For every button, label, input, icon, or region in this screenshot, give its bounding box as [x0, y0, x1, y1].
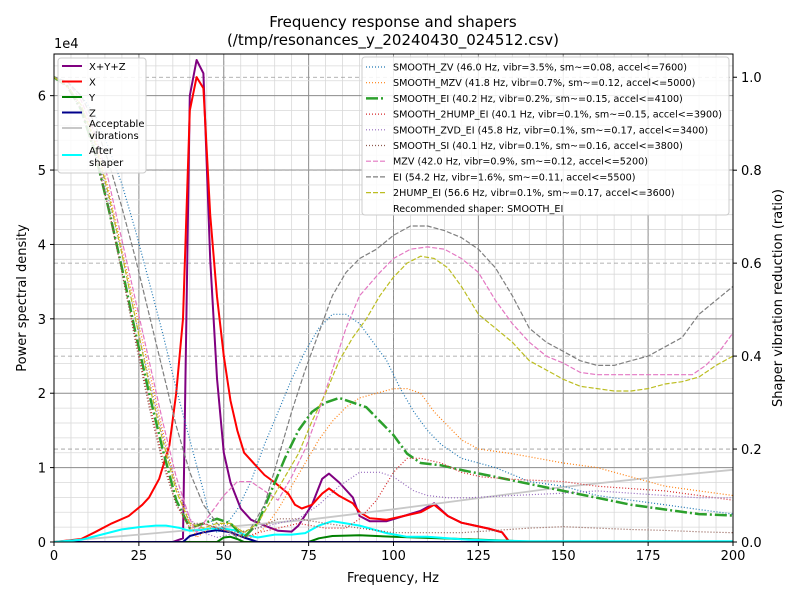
shaper-line: [54, 76, 733, 534]
legend-label: SMOOTH_2HUMP_EI (40.1 Hz, vibr=0.1%, sm~…: [393, 110, 722, 121]
legend-label: After: [89, 146, 114, 157]
x-tick-label: 200: [721, 549, 746, 564]
shaper-line: [54, 76, 733, 534]
y-tick-label: 5: [38, 164, 46, 179]
legend-label: SMOOTH_ZV (46.0 Hz, vibr=3.5%, sm~=0.08,…: [393, 63, 687, 74]
y-tick-label: 6: [38, 90, 46, 105]
x-tick-label: 175: [636, 549, 661, 564]
legend-label: Acceptable: [89, 119, 145, 130]
x-tick-label: 25: [131, 549, 148, 564]
shaper-line: [54, 76, 733, 534]
y2-tick-label: 0.8: [741, 164, 762, 179]
legend-psd-box: [57, 57, 147, 174]
legend-label: EI (54.2 Hz, vibr=1.6%, sm~=0.11, accel<…: [393, 172, 635, 183]
x-tick-label: 100: [381, 549, 406, 564]
legend-label: SMOOTH_SI (40.1 Hz, vibr=0.1%, sm~=0.16,…: [393, 141, 683, 152]
legend-label: X+Y+Z: [89, 62, 126, 73]
legend-label: Y: [88, 93, 96, 104]
y2-tick-label: 0.2: [741, 443, 762, 458]
legend-label: Z: [89, 109, 96, 120]
legend-label-cont: shaper: [89, 158, 124, 169]
shaper-curves: [54, 76, 733, 539]
legend-label: X: [89, 78, 96, 89]
y2-tick-label: 0.4: [741, 350, 762, 365]
psd-line: [54, 520, 733, 542]
legend-label: SMOOTH_EI (40.2 Hz, vibr=0.2%, sm~=0.15,…: [393, 94, 683, 105]
legend-label: 2HUMP_EI (56.6 Hz, vibr=0.1%, sm~=0.17, …: [393, 188, 675, 199]
x-tick-label: 50: [215, 549, 232, 564]
y2-tick-label: 1.0: [741, 71, 762, 86]
chart-title: Frequency response and shapers: [269, 13, 517, 31]
x-tick-label: 150: [551, 549, 576, 564]
psd-line: [54, 529, 733, 542]
legend-label: MZV (42.0 Hz, vibr=0.9%, sm~=0.12, accel…: [393, 157, 648, 168]
x-tick-label: 75: [300, 549, 317, 564]
y-axis-label: Power spectral density: [15, 224, 30, 372]
y-tick-label: 2: [38, 387, 46, 402]
shaper-line: [54, 76, 733, 538]
x-axis-ticks: 0 25 50 75 100 125 150 175 200: [50, 542, 746, 564]
psd-line: [54, 468, 733, 542]
shaper-line: [54, 76, 733, 538]
y-tick-label: 3: [38, 313, 46, 328]
x-tick-label: 125: [466, 549, 491, 564]
shaper-line: [54, 76, 733, 539]
chart-subtitle: (/tmp/resonances_y_20240430_024512.csv): [227, 31, 559, 50]
y-tick-label: 4: [38, 238, 46, 253]
legend-label: SMOOTH_MZV (41.8 Hz, vibr=0.7%, sm~=0.12…: [393, 78, 695, 89]
y2-axis-label: Shaper vibration reduction (ratio): [771, 189, 786, 407]
y-tick-label: 0: [38, 536, 46, 551]
recommended-shaper: Recommended shaper: SMOOTH_EI: [393, 204, 563, 215]
y-tick-label: 1: [38, 462, 46, 477]
legend-shapers-box: [361, 56, 730, 216]
legend-shapers: SMOOTH_ZV (46.0 Hz, vibr=3.5%, sm~=0.08,…: [361, 56, 730, 216]
y2-axis-ticks: 0.0 0.2 0.4 0.6 0.8 1.0: [733, 71, 762, 551]
legend-label-cont: vibrations: [89, 131, 139, 142]
legend-label: SMOOTH_ZVD_EI (45.8 Hz, vibr=0.1%, sm~=0…: [393, 125, 708, 136]
x-axis-label: Frequency, Hz: [347, 571, 439, 586]
y2-tick-label: 0.6: [741, 257, 762, 272]
y-axis-ticks: 0 1 2 3 4 5 6: [38, 90, 54, 551]
y-multiplier: 1e4: [54, 37, 79, 52]
x-tick-label: 0: [50, 549, 58, 564]
y2-tick-label: 0.0: [741, 536, 762, 551]
